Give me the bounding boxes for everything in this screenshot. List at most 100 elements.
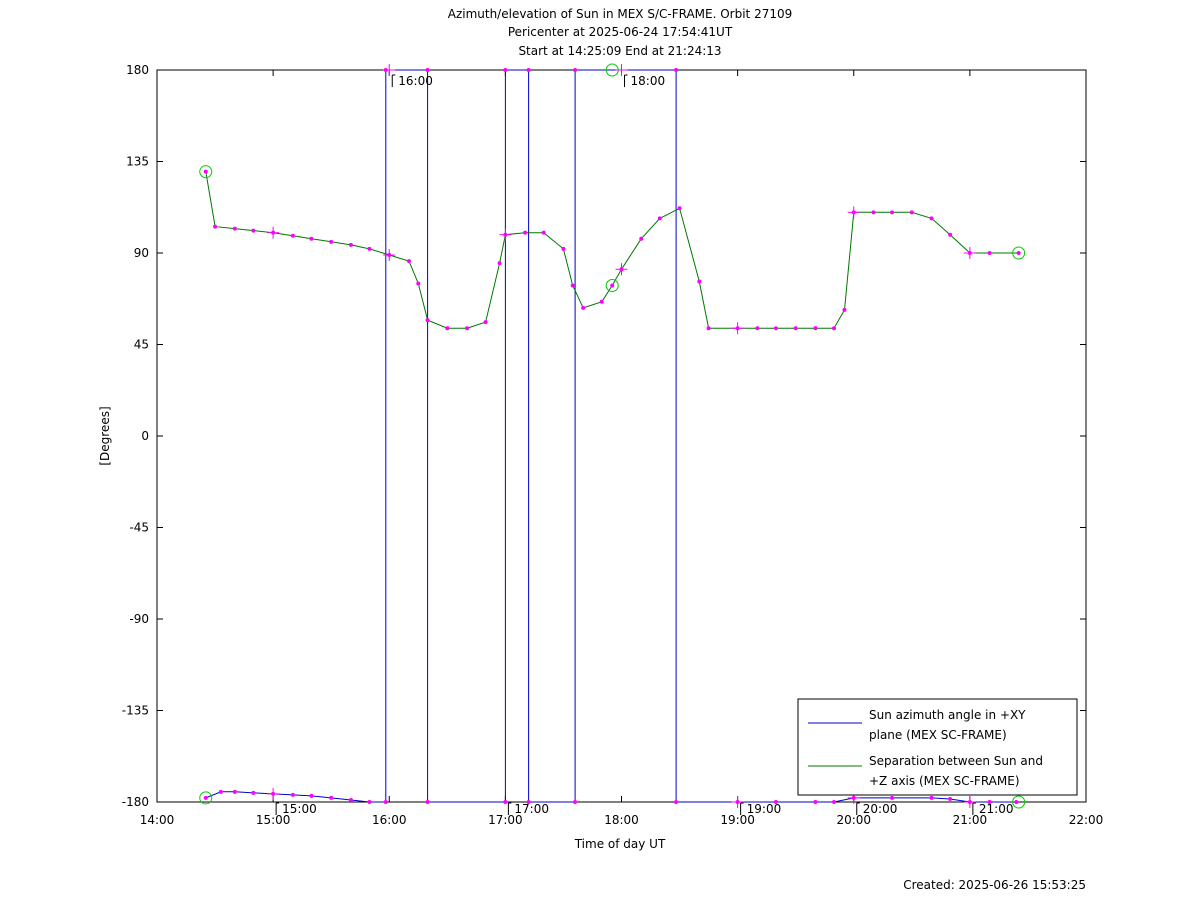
y-tick-label-4: 0	[141, 429, 149, 443]
plot-area	[156, 69, 1087, 803]
data-point-s1-43	[929, 216, 934, 221]
data-point-s1-8	[348, 242, 353, 247]
data-point-s1-23	[581, 305, 586, 310]
y-tick-label-2: 90	[134, 246, 149, 260]
data-point-s1-40	[871, 210, 876, 215]
track-label-4: 19:00	[747, 802, 782, 816]
data-point-s0-16	[526, 68, 531, 72]
data-point-s1-44	[948, 232, 953, 237]
data-point-s0-2	[232, 789, 237, 794]
series-line-1	[205, 171, 1019, 329]
data-point-s0-29	[948, 796, 953, 801]
legend-label-separation-line-2: +Z axis (MEX SC-FRAME)	[869, 774, 1020, 788]
y-tick-label-5: -45	[129, 521, 149, 535]
data-point-s1-19	[523, 230, 528, 235]
chart-title-line-3: Start at 14:25:09 End at 21:24:13	[518, 44, 721, 58]
data-point-s0-20	[674, 68, 679, 72]
x-tick-label-7: 21:00	[953, 813, 988, 827]
data-point-s1-9	[367, 246, 372, 251]
data-point-s0-31	[987, 800, 992, 804]
data-point-s0-15	[503, 68, 508, 72]
track-label-6: 21:00	[979, 802, 1014, 816]
data-point-s1-14	[445, 326, 450, 331]
x-tick-label-5: 19:00	[720, 813, 755, 827]
y-tick-label-0: 180	[126, 63, 149, 77]
series-layer	[205, 69, 1019, 803]
data-point-s0-28	[929, 795, 934, 800]
data-point-s1-22	[570, 283, 575, 288]
data-point-s1-31	[706, 326, 711, 331]
data-point-s0-17	[526, 800, 531, 804]
data-point-s1-47	[1016, 251, 1021, 255]
data-point-s0-9	[367, 800, 372, 804]
x-axis-label: Time of day UT	[574, 837, 666, 851]
endpoint-circle-5	[1012, 795, 1026, 809]
y-tick-label-1: 135	[126, 155, 149, 169]
data-point-s1-35	[793, 326, 798, 331]
data-point-s1-33	[755, 326, 760, 331]
chart-title-line-1: Azimuth/elevation of Sun in MEX S/C-FRAM…	[448, 7, 793, 21]
data-point-s0-18	[573, 800, 578, 804]
endpoint-circle-4	[1012, 246, 1026, 260]
marker-layer	[199, 63, 1026, 809]
data-point-s0-6	[309, 793, 314, 798]
axis-ticks: 14:00 15:00 16:00 17:00 18:00 19:00 20:00 21:00…	[122, 63, 1104, 827]
data-point-s0-0	[203, 795, 208, 800]
data-point-s1-46	[987, 251, 992, 255]
data-point-s0-5	[290, 792, 295, 797]
data-point-s1-37	[832, 326, 837, 331]
data-point-s1-42	[909, 210, 914, 215]
data-point-s0-14	[503, 800, 508, 804]
endpoint-circle-3	[605, 279, 619, 293]
data-point-s1-6	[309, 236, 314, 241]
x-tick-label-3: 17:00	[488, 813, 523, 827]
chart-title-line-2: Pericenter at 2025-06-24 17:54:41UT	[508, 25, 733, 39]
data-point-s1-38	[842, 307, 847, 312]
track-label-2: 15:00	[282, 802, 317, 816]
data-point-s0-25	[832, 800, 837, 804]
data-point-s0-7	[329, 795, 334, 800]
data-point-s0-19	[573, 68, 578, 72]
endpoint-circle-0	[199, 165, 213, 179]
data-point-s1-1	[213, 224, 218, 229]
data-point-s1-5	[290, 233, 295, 238]
data-point-s1-3	[251, 228, 256, 233]
y-tick-label-7: -135	[122, 704, 149, 718]
x-tick-label-6: 20:00	[836, 813, 871, 827]
data-point-s0-8	[348, 797, 353, 802]
data-point-s1-0	[203, 169, 208, 174]
data-point-s1-28	[657, 216, 662, 221]
legend: Sun azimuth angle in +XY plane (MEX SC-F…	[797, 698, 1078, 796]
data-point-s1-27	[639, 236, 644, 241]
data-point-s1-34	[773, 326, 778, 331]
data-point-s1-21	[561, 246, 566, 251]
data-point-s0-27	[890, 795, 895, 800]
data-point-s0-12	[425, 68, 430, 72]
legend-label-azimuth-line-2: plane (MEX SC-FRAME)	[869, 728, 1007, 742]
series-line-0	[205, 69, 1017, 803]
data-point-s1-41	[890, 210, 895, 215]
data-point-s1-24	[599, 299, 604, 304]
x-tick-label-4: 18:00	[604, 813, 639, 827]
x-tick-label-0: 14:00	[140, 813, 175, 827]
legend-label-azimuth-line-1: Sun azimuth angle in +XY	[869, 708, 1026, 722]
data-point-s0-10	[383, 800, 388, 804]
created-footer: Created: 2025-06-26 15:53:25	[903, 878, 1086, 892]
data-point-s1-30	[697, 279, 702, 284]
track-label-layer: 16:00 18:00 15:00 17:00 19:00 20:00 21:00	[275, 74, 1014, 816]
x-tick-label-2: 16:00	[372, 813, 407, 827]
data-point-s1-17	[497, 261, 502, 266]
track-label-0: 16:00	[398, 74, 433, 88]
data-point-s1-29	[677, 206, 682, 211]
x-tick-label-8: 22:00	[1069, 813, 1104, 827]
data-point-s1-13	[425, 318, 430, 323]
data-point-s0-3	[251, 790, 256, 795]
data-point-s1-7	[329, 239, 334, 244]
data-point-s0-13	[425, 800, 430, 804]
data-point-s1-16	[483, 320, 488, 325]
data-point-s1-20	[541, 230, 546, 235]
data-point-s0-32	[1014, 800, 1019, 804]
x-tick-label-1: 15:00	[256, 813, 291, 827]
data-point-s1-12	[416, 281, 421, 286]
